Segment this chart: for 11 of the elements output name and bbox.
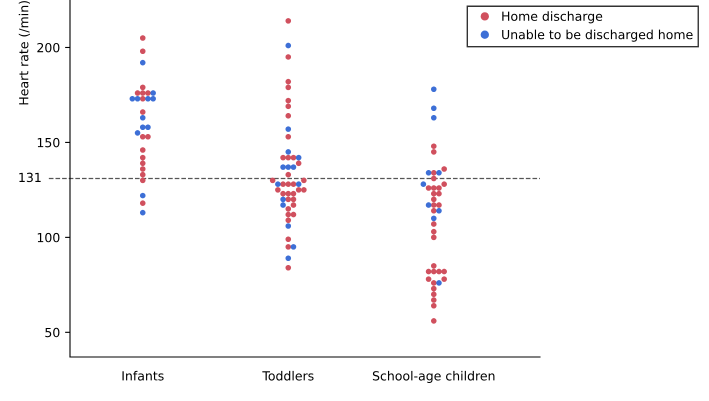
legend-label: Home discharge xyxy=(502,11,602,24)
ref-line-label: 131 xyxy=(19,172,41,182)
y-axis-title: Heart rate (/min) xyxy=(18,1,30,104)
y-tick-label: 50 xyxy=(45,328,60,338)
x-tick-label: School-age children xyxy=(372,370,494,383)
x-tick-label: Toddlers xyxy=(262,370,314,381)
y-tick-label: 150 xyxy=(38,138,60,148)
x-tick-label: Infants xyxy=(122,370,164,381)
y-tick-label: 100 xyxy=(38,232,60,242)
legend-label: Unable to be discharged home xyxy=(502,30,693,42)
y-tick-label: 200 xyxy=(37,42,60,52)
